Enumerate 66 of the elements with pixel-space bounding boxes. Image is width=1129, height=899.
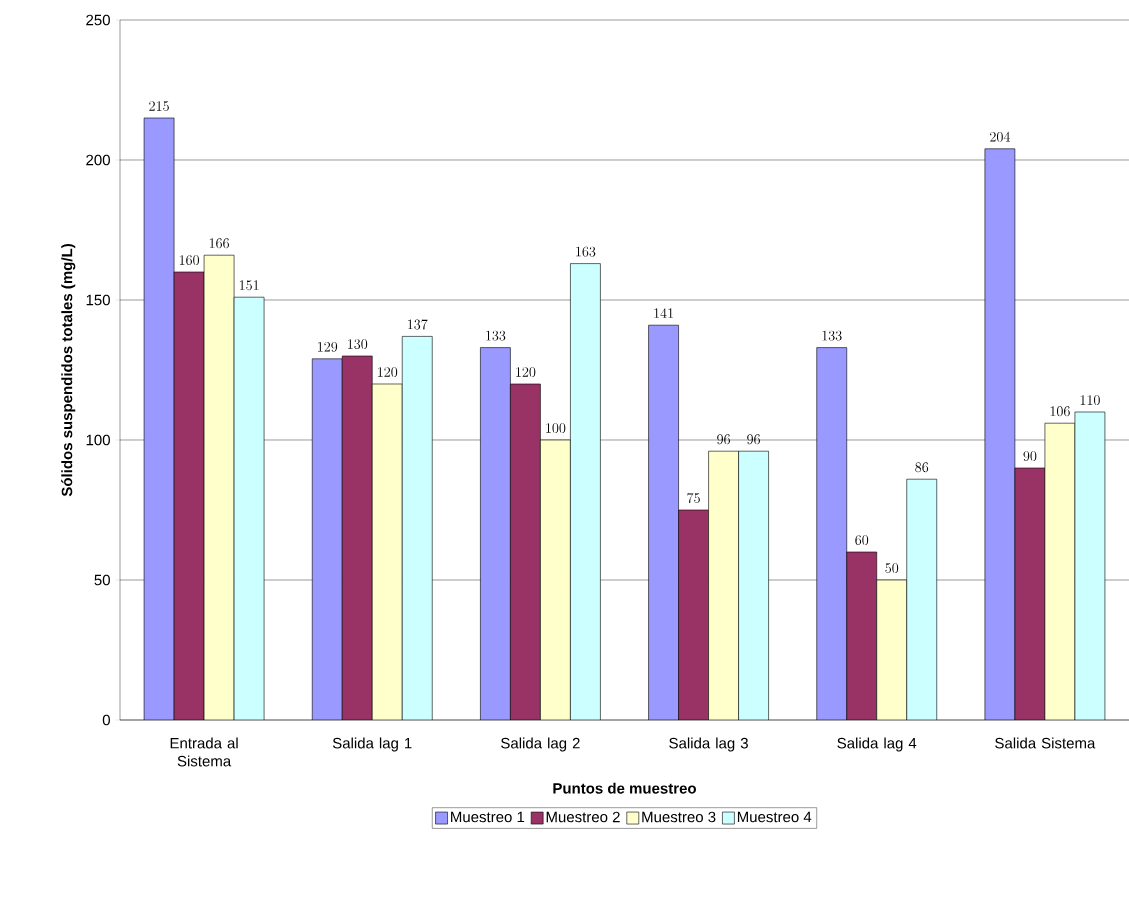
data-label: 75 <box>687 492 700 503</box>
data-label: 130 <box>348 339 368 349</box>
bar <box>570 263 601 720</box>
bar <box>984 148 1016 720</box>
data-label: 90 <box>1023 451 1037 461</box>
data-label: 50 <box>885 563 899 573</box>
bar <box>341 355 373 720</box>
data-label: 106 <box>1050 406 1070 417</box>
bar <box>906 478 938 720</box>
legend-label: Muestreo 4 <box>737 811 812 823</box>
y-tick-label: 250 <box>86 14 110 26</box>
data-label: 133 <box>822 330 842 341</box>
bar <box>203 254 235 720</box>
bar <box>401 336 433 720</box>
data-label: 96 <box>717 434 730 445</box>
y-axis-title: Sólidos suspendidos totales (mg/L) <box>61 244 76 497</box>
bar <box>846 551 878 720</box>
bar <box>678 509 709 720</box>
bar <box>510 383 541 720</box>
bar <box>876 579 908 720</box>
x-tick-label: Salida lag 1 <box>332 737 412 752</box>
data-label: 166 <box>209 238 229 249</box>
bar <box>648 324 679 720</box>
data-label: 96 <box>747 434 760 445</box>
data-label: 204 <box>990 131 1011 142</box>
data-label: 100 <box>546 423 566 433</box>
bar <box>708 450 739 720</box>
data-label: 133 <box>486 330 506 341</box>
data-label: 160 <box>179 255 199 265</box>
data-label: 86 <box>915 462 929 473</box>
data-label: 137 <box>408 319 428 330</box>
x-axis-title: Puntos de muestreo <box>553 782 696 794</box>
data-label: 120 <box>378 367 398 377</box>
legend-label: Muestreo 3 <box>642 811 716 823</box>
bar <box>143 117 175 720</box>
x-tick-label: Salida lag 2 <box>501 737 580 752</box>
bar <box>371 383 403 720</box>
data-label: 110 <box>1080 395 1100 405</box>
y-tick-label: 50 <box>94 574 110 586</box>
y-tick-label: 100 <box>86 434 110 446</box>
bar <box>1074 411 1106 720</box>
bar <box>480 347 511 720</box>
bar <box>816 347 848 720</box>
data-label: 163 <box>576 246 596 257</box>
x-tick-label: Salida Sistema <box>995 737 1096 749</box>
x-tick-label: Salida lag 4 <box>837 737 917 752</box>
y-tick-label: 200 <box>86 154 110 166</box>
bar <box>1044 422 1076 720</box>
bar <box>233 296 265 720</box>
data-label: 60 <box>855 535 869 545</box>
x-tick-label: Entrada al Sistema <box>170 737 238 767</box>
data-label: 141 <box>654 308 673 318</box>
data-label: 151 <box>239 280 259 291</box>
x-tick-label: Salida lag 3 <box>669 737 748 752</box>
bar <box>540 439 571 720</box>
bar <box>738 450 769 720</box>
data-label: 129 <box>318 341 338 352</box>
legend-label: Muestreo 1 <box>451 811 525 823</box>
data-label: 120 <box>516 367 536 377</box>
bar <box>311 358 343 720</box>
bar <box>1014 467 1046 720</box>
data-label: 215 <box>149 101 169 111</box>
y-tick-label: 0 <box>102 714 110 726</box>
y-tick-label: 150 <box>86 294 110 306</box>
legend-label: Muestreo 2 <box>546 811 620 823</box>
bar <box>173 271 205 720</box>
